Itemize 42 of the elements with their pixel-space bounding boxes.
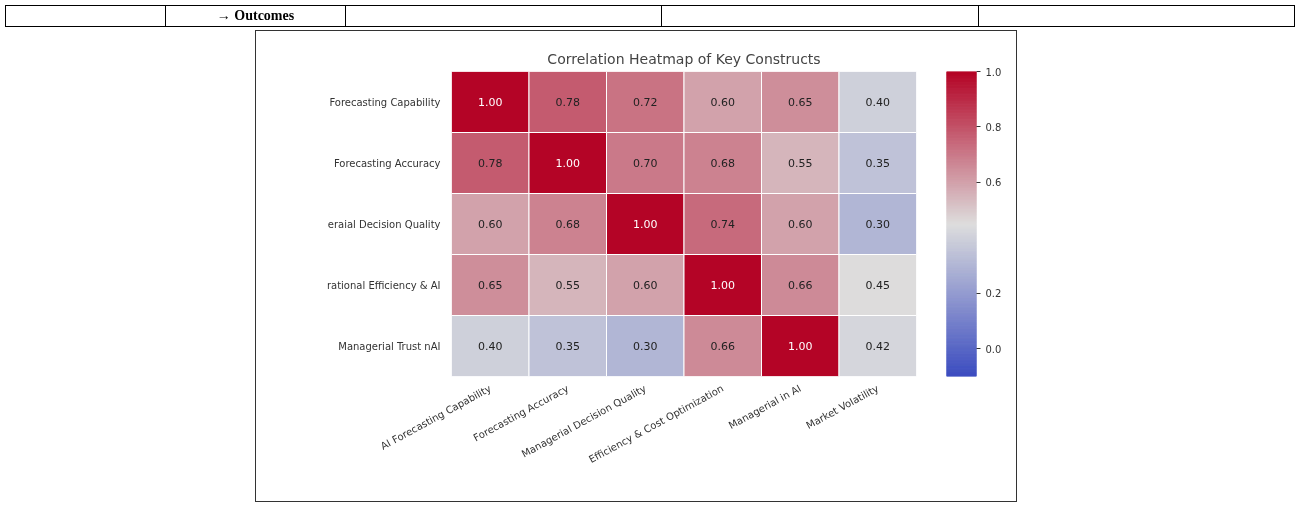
color-bar-label: 0.6 (985, 177, 1002, 189)
data-label: 0.30 (865, 218, 890, 231)
y-tick-label: Forecasting Accuracy (333, 157, 441, 169)
data-label: 0.68 (710, 157, 735, 170)
y-tick-label: Managerial Trust nAI (338, 340, 441, 352)
data-label: 0.42 (865, 340, 890, 353)
data-label: 1.00 (555, 157, 580, 170)
data-label: 0.55 (555, 279, 580, 292)
data-label: 0.70 (633, 157, 658, 170)
data-label: 0.60 (788, 218, 813, 231)
data-label: 0.35 (865, 157, 890, 170)
data-label: 1.00 (478, 96, 503, 109)
data-label: 0.40 (865, 96, 890, 109)
data-label: 1.00 (633, 218, 658, 231)
data-label: 0.74 (710, 218, 735, 231)
y-tick-label: rational Efficiency & AI (326, 279, 441, 291)
data-label: 0.60 (633, 279, 658, 292)
chart-title: Correlation Heatmap of Key Constructs (547, 50, 821, 67)
data-label: 0.72 (633, 96, 658, 109)
document-table-cell: → Outcomes (165, 5, 346, 27)
data-label: 0.40 (478, 340, 503, 353)
data-label: 0.30 (633, 340, 658, 353)
data-label: 1.00 (788, 340, 813, 353)
color-bar-label: 0.2 (985, 288, 1002, 300)
data-label: 0.78 (478, 157, 503, 170)
data-label: 0.68 (555, 218, 580, 231)
color-bar-label: 0.8 (985, 121, 1002, 133)
y-tick-label: eraial Decision Quality (327, 218, 441, 230)
data-label: 0.78 (555, 96, 580, 109)
y-tick-label: Forecasting Capability (329, 96, 441, 108)
data-label: 0.66 (788, 279, 813, 292)
data-label: 0.60 (478, 218, 503, 231)
data-label: 0.35 (555, 340, 580, 353)
color-bar-label: 1.0 (985, 66, 1002, 78)
data-label: 0.65 (788, 96, 813, 109)
data-label: 1.00 (710, 279, 735, 292)
data-label: 0.45 (865, 279, 890, 292)
data-label: 0.55 (788, 157, 813, 170)
data-label: 0.65 (478, 279, 503, 292)
data-label: 0.66 (710, 340, 735, 353)
data-label: 0.60 (710, 96, 735, 109)
color-bar-label: 0.0 (985, 343, 1002, 355)
